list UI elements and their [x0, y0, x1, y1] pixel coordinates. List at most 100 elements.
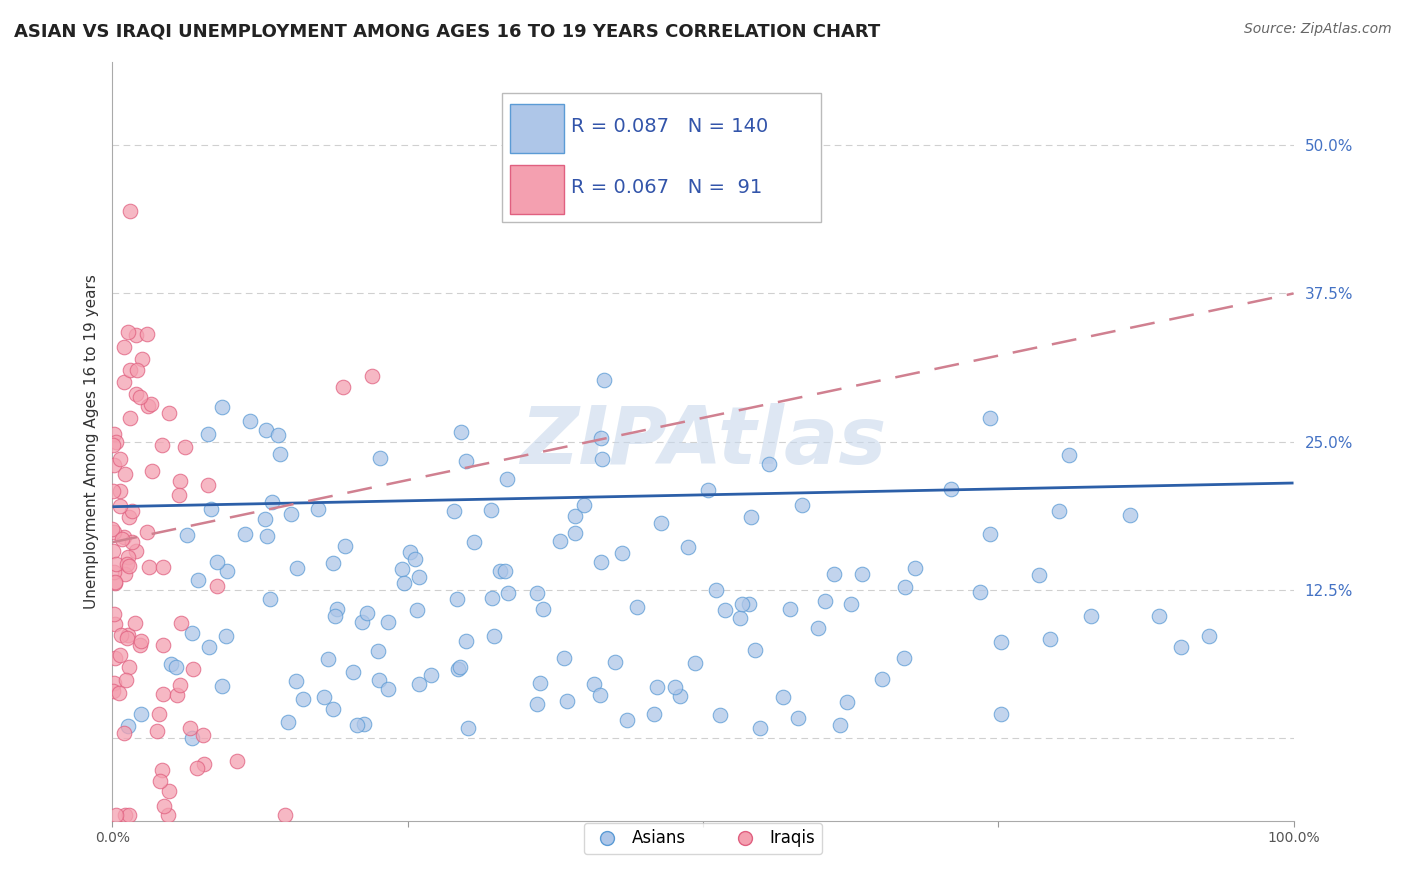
Point: [356, 607, 378, 621]
Point: [449, 659, 471, 673]
Point: [814, 594, 837, 608]
Point: [1119, 508, 1142, 523]
Point: [391, 562, 413, 576]
Point: [152, 687, 174, 701]
Point: [979, 411, 1001, 425]
Point: [152, 638, 174, 652]
Point: [979, 526, 1001, 541]
Text: R = 0.087   N = 140: R = 0.087 N = 140: [571, 118, 768, 136]
Point: [135, 327, 157, 342]
Point: [323, 609, 346, 624]
Point: [806, 621, 828, 635]
Point: [167, 488, 190, 502]
FancyBboxPatch shape: [502, 93, 821, 222]
Point: [350, 615, 373, 630]
Point: [274, 807, 297, 822]
Point: [108, 685, 131, 699]
Point: [160, 657, 183, 672]
Point: [367, 644, 389, 658]
Point: [616, 713, 638, 727]
Point: [187, 573, 209, 587]
Point: [127, 363, 149, 377]
Point: [104, 651, 127, 665]
Point: [105, 557, 128, 571]
Point: [1039, 632, 1062, 646]
Point: [728, 611, 751, 625]
Point: [529, 676, 551, 690]
Point: [399, 544, 422, 558]
Point: [454, 454, 477, 468]
Text: Source: ZipAtlas.com: Source: ZipAtlas.com: [1244, 22, 1392, 37]
Point: [342, 665, 364, 679]
Point: [758, 457, 780, 471]
Point: [626, 599, 648, 614]
Point: [152, 560, 174, 574]
Point: [114, 567, 136, 582]
Point: [131, 351, 153, 366]
Point: [121, 503, 143, 517]
Point: [669, 690, 692, 704]
Point: [1170, 640, 1192, 655]
Point: [117, 550, 139, 565]
Point: [839, 597, 862, 611]
Point: [307, 502, 329, 516]
Point: [361, 369, 384, 384]
Point: [120, 410, 142, 425]
Point: [108, 499, 131, 513]
Point: [574, 498, 596, 512]
Point: [101, 437, 124, 451]
Point: [115, 557, 138, 571]
Point: [368, 673, 391, 687]
FancyBboxPatch shape: [510, 165, 564, 214]
Point: [157, 784, 180, 798]
Point: [1057, 448, 1080, 462]
Point: [169, 475, 191, 489]
Point: [101, 522, 124, 536]
Point: [115, 673, 138, 687]
Point: [150, 438, 173, 452]
Point: [482, 629, 505, 643]
Point: [124, 616, 146, 631]
Point: [138, 559, 160, 574]
Point: [101, 483, 124, 498]
Point: [939, 482, 962, 496]
Point: [103, 576, 125, 591]
Point: [146, 723, 169, 738]
Point: [683, 657, 706, 671]
Point: [291, 691, 314, 706]
Point: [377, 615, 399, 630]
Point: [404, 551, 426, 566]
Point: [148, 706, 170, 721]
Point: [316, 652, 339, 666]
Point: [392, 576, 415, 591]
Point: [1028, 568, 1050, 582]
Point: [893, 650, 915, 665]
Point: [605, 656, 627, 670]
Point: [256, 529, 278, 543]
Point: [211, 400, 233, 414]
Point: [125, 387, 148, 401]
Point: [112, 376, 135, 390]
Point: [215, 565, 238, 579]
Point: [744, 643, 766, 657]
Point: [443, 504, 465, 518]
Point: [870, 672, 893, 686]
Point: [851, 567, 873, 582]
Point: [823, 566, 845, 581]
Point: [463, 535, 485, 549]
Point: [110, 628, 132, 642]
Point: [496, 472, 519, 486]
Point: [103, 566, 125, 580]
Y-axis label: Unemployment Among Ages 16 to 19 years: Unemployment Among Ages 16 to 19 years: [83, 274, 98, 609]
Point: [610, 545, 633, 559]
Point: [118, 807, 141, 822]
Point: [170, 616, 193, 631]
Point: [676, 540, 699, 554]
Point: [186, 761, 208, 775]
Point: [894, 581, 917, 595]
Point: [419, 667, 441, 681]
FancyBboxPatch shape: [510, 104, 564, 153]
Point: [101, 684, 124, 698]
Point: [406, 603, 429, 617]
Point: [645, 680, 668, 694]
